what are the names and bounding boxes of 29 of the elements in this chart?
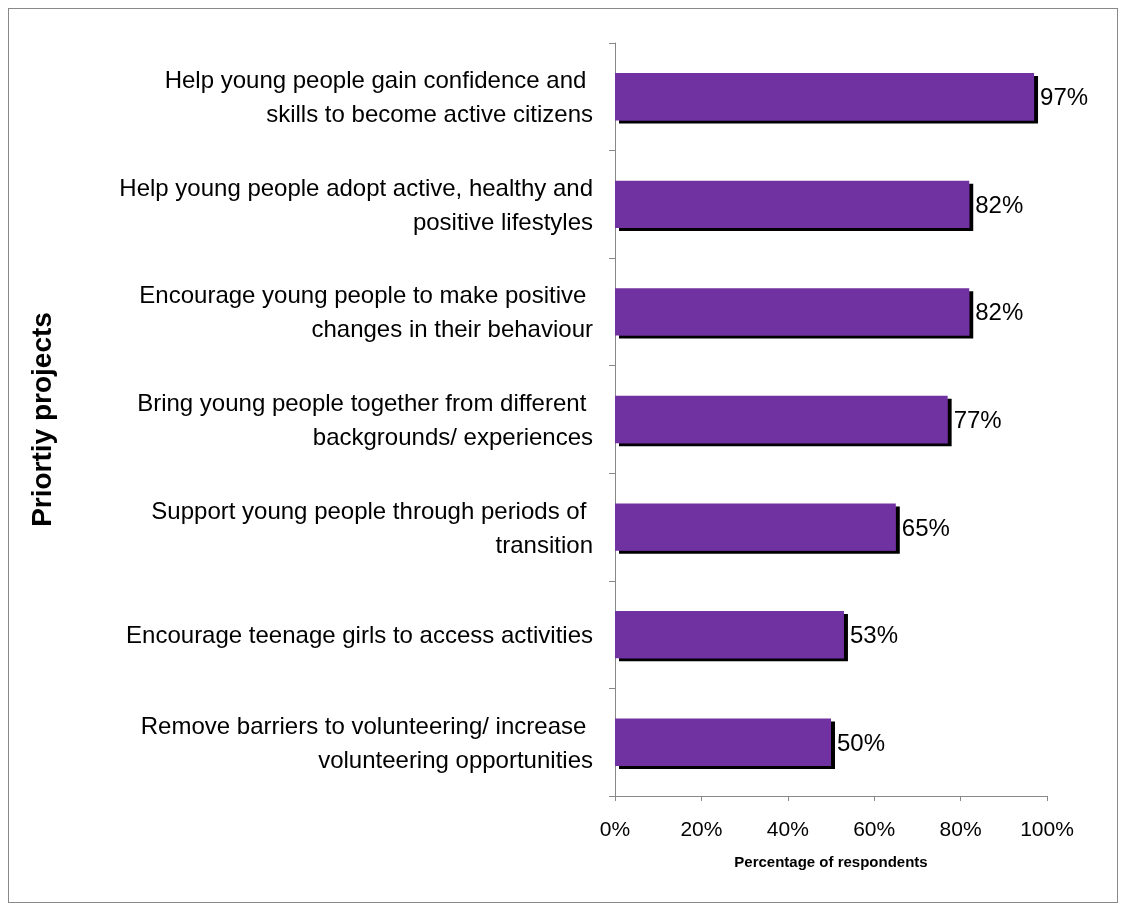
- x-axis-title: Percentage of respondents: [734, 853, 928, 870]
- data-label: 50%: [837, 728, 886, 756]
- x-tick-label: 0%: [599, 817, 631, 840]
- x-tick-label: 60%: [853, 817, 896, 840]
- data-label: 82%: [975, 298, 1024, 326]
- bar: [615, 180, 970, 229]
- y-tick-label: Encourage teenage girls to access activities: [126, 621, 593, 649]
- bar: [615, 395, 948, 444]
- x-tick-label: 100%: [1020, 817, 1074, 840]
- y-tick-label: Help young people gain confidence and skills to become active citizens: [164, 66, 593, 128]
- bar: [615, 288, 970, 336]
- y-axis-title: Priortiy projects: [25, 312, 57, 527]
- bar: [615, 503, 896, 551]
- y-tick-label: Support young people through periods of transition: [151, 496, 593, 558]
- data-label: 77%: [953, 406, 1002, 433]
- y-tick-label: Bring young people together from different backgrounds/ experiences: [137, 389, 593, 450]
- x-tick-label: 40%: [766, 817, 809, 840]
- y-tick-label: Help young people adopt active, healthy and positive lifestyles: [119, 173, 593, 235]
- bar: [615, 718, 831, 766]
- data-label: 53%: [849, 621, 899, 649]
- bar: [615, 610, 844, 659]
- x-tick-label: 80%: [939, 817, 982, 840]
- data-label: 65%: [901, 513, 950, 541]
- x-tick-label: 20%: [680, 817, 723, 840]
- bar: [615, 73, 1035, 121]
- y-tick-label: Remove barriers to volunteering/ increase volunteering opportunities: [140, 711, 593, 773]
- data-label: 82%: [975, 190, 1024, 218]
- y-tick-label: Encourage young people to make positive changes in their behaviour: [139, 281, 593, 343]
- data-label: 97%: [1040, 83, 1089, 111]
